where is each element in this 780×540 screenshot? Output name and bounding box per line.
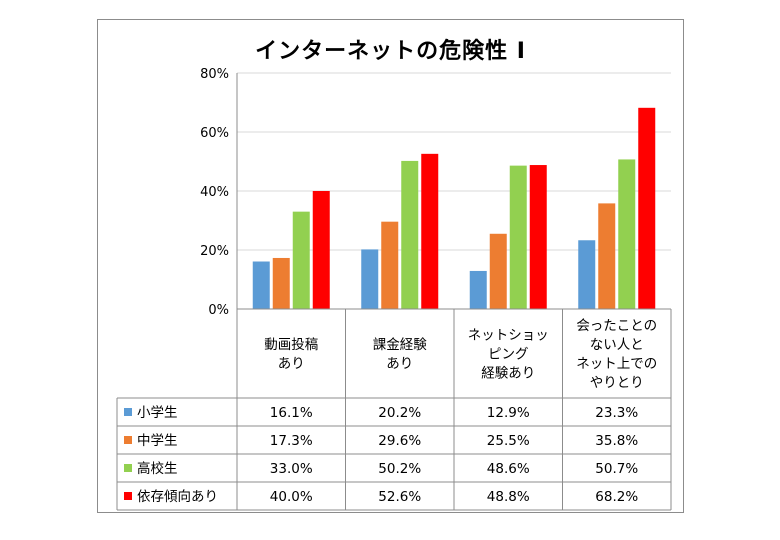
category-label: ない人と: [590, 337, 644, 353]
y-tick-label: 80%: [200, 67, 229, 82]
bar: [421, 153, 439, 309]
bar: [292, 211, 310, 309]
data-label: 52.6%: [378, 489, 421, 505]
bar: [361, 249, 379, 309]
data-label: 12.9%: [487, 405, 530, 421]
bar: [312, 191, 330, 309]
category-label: ネットショッ: [468, 328, 549, 344]
category-label: やりとり: [590, 375, 644, 391]
data-label: 33.0%: [270, 461, 313, 477]
bar: [489, 233, 507, 309]
bar: [469, 270, 487, 309]
data-label: 16.1%: [270, 405, 313, 421]
category-label: あり: [278, 356, 305, 372]
data-label: 29.6%: [378, 433, 421, 449]
data-label: 25.5%: [487, 433, 530, 449]
y-tick-label: 20%: [200, 244, 229, 259]
bar: [618, 159, 636, 309]
bar: [272, 257, 290, 309]
category-label: ピング: [488, 347, 529, 363]
bar: [509, 165, 527, 309]
data-label: 20.2%: [378, 405, 421, 421]
data-label: 40.0%: [270, 489, 313, 505]
legend-swatch: [124, 464, 132, 472]
data-label: 50.7%: [595, 461, 638, 477]
bar: [381, 221, 399, 309]
bar: [638, 107, 656, 309]
y-tick-label: 60%: [200, 126, 229, 141]
data-label: 68.2%: [595, 489, 638, 505]
legend-label: 依存傾向あり: [137, 489, 218, 505]
bar: [401, 160, 419, 309]
category-label: あり: [386, 356, 413, 372]
data-label: 48.8%: [487, 489, 530, 505]
data-label: 48.6%: [487, 461, 530, 477]
legend-label: 中学生: [137, 433, 178, 449]
bar: [598, 203, 616, 309]
y-tick-label: 0%: [208, 303, 229, 318]
legend-label: 高校生: [137, 460, 178, 477]
data-label: 23.3%: [595, 405, 638, 421]
category-label: 課金経験: [373, 337, 427, 353]
category-label: ネット上での: [576, 356, 657, 372]
legend-swatch: [124, 436, 132, 444]
legend-swatch: [124, 408, 132, 416]
data-label: 35.8%: [595, 433, 638, 449]
category-label: 会ったことの: [576, 318, 657, 334]
category-label: 動画投稿: [264, 337, 318, 353]
bar: [578, 240, 596, 309]
category-label: 経験あり: [481, 366, 535, 382]
data-label: 17.3%: [270, 433, 313, 449]
legend-label: 小学生: [137, 405, 178, 421]
data-label: 50.2%: [378, 461, 421, 477]
bar: [252, 261, 270, 309]
chart-title: インターネットの危険性 I: [255, 39, 526, 64]
bar: [529, 165, 547, 309]
legend-swatch: [124, 492, 132, 500]
y-tick-label: 40%: [200, 185, 229, 200]
